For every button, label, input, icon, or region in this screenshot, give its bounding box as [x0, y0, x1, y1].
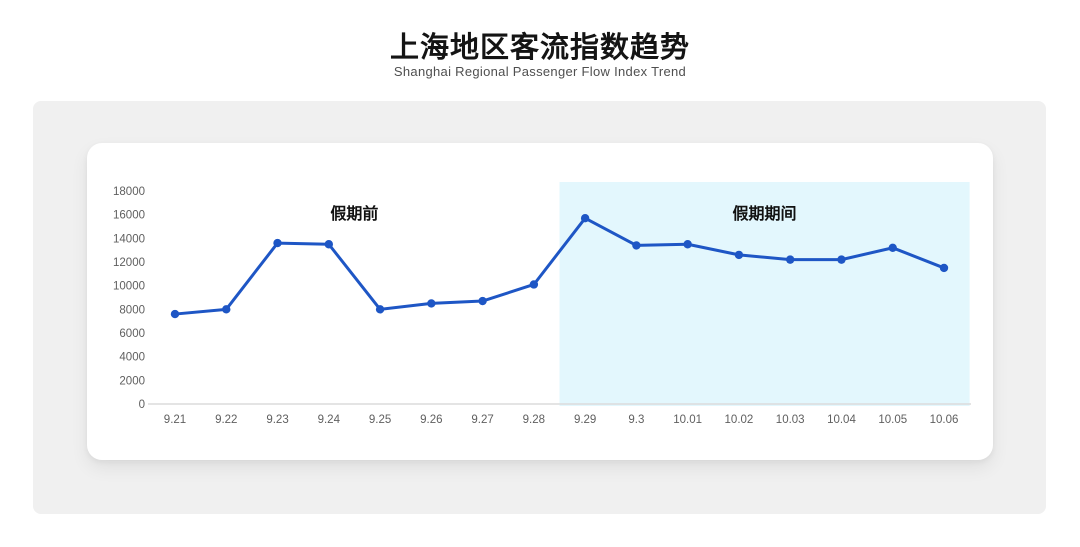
page-subtitle: Shanghai Regional Passenger Flow Index T…	[393, 64, 687, 79]
x-axis-tick-label: 9.28	[523, 414, 545, 426]
y-axis-tick-label: 6000	[119, 328, 145, 340]
data-point[interactable]	[683, 240, 692, 249]
line-chart[interactable]: 0 2000 4000 6000 8000 10000 12000 14000 16000 180…	[87, 143, 993, 460]
x-axis-tick-label: 10.06	[930, 414, 959, 426]
x-axis-tick-label: 9.22	[215, 414, 237, 426]
y-axis-tick-label: 2000	[119, 375, 145, 387]
y-axis-tick-label: 16000	[113, 210, 145, 222]
data-point[interactable]	[632, 241, 641, 250]
x-axis-tick-label: 9.21	[164, 414, 186, 426]
y-axis-tick-label: 10000	[113, 281, 145, 293]
chart-card: 0 2000 4000 6000 8000 10000 12000 14000 16000 180…	[87, 143, 993, 460]
data-point[interactable]	[888, 243, 897, 252]
x-axis-tick-label: 10.05	[878, 414, 907, 426]
y-axis-tick-label: 18000	[113, 186, 145, 198]
x-axis-tick-label: 9.29	[574, 414, 596, 426]
data-point[interactable]	[478, 296, 487, 306]
data-point[interactable]	[786, 255, 795, 264]
data-point[interactable]	[427, 299, 436, 308]
data-point[interactable]	[734, 250, 744, 260]
x-axis-tick-label: 10.04	[827, 414, 856, 426]
x-axis-tick-label: 9.3	[628, 414, 644, 426]
page-title: 上海地区客流指数趋势	[389, 32, 690, 64]
y-axis-tick-label: 4000	[119, 352, 145, 364]
x-axis-tick-label: 9.25	[369, 414, 391, 426]
x-axis-tick-label: 9.24	[318, 414, 341, 426]
data-point[interactable]	[580, 214, 590, 223]
data-point[interactable]	[273, 238, 282, 248]
data-point[interactable]	[939, 263, 949, 273]
y-axis-tick-label: 14000	[113, 233, 145, 245]
data-point[interactable]	[222, 305, 231, 314]
data-point[interactable]	[529, 280, 539, 289]
x-axis-tick-label: 10.01	[673, 414, 702, 426]
series-line	[173, 216, 946, 316]
holiday-shaded-region	[559, 182, 970, 406]
period-annotation: 假期期间	[733, 204, 797, 223]
data-point[interactable]	[170, 309, 180, 319]
chart-panel: 0 2000 4000 6000 8000 10000 12000 14000 16000 180…	[33, 101, 1046, 514]
x-axis-tick-label: 9.27	[471, 414, 493, 426]
x-axis-tick-label: 10.03	[776, 414, 805, 426]
y-axis-tick-label: 8000	[119, 304, 145, 316]
data-point[interactable]	[375, 305, 385, 314]
y-axis-tick-label: 12000	[113, 257, 145, 269]
x-axis-tick-label: 10.02	[725, 414, 754, 426]
data-point[interactable]	[324, 240, 333, 249]
y-axis-tick-label: 0	[139, 399, 145, 411]
data-point[interactable]	[837, 255, 846, 264]
x-axis-tick-label: 9.23	[266, 414, 288, 426]
x-axis-tick-label: 9.26	[420, 414, 442, 426]
period-annotation: 假期前	[330, 204, 378, 223]
